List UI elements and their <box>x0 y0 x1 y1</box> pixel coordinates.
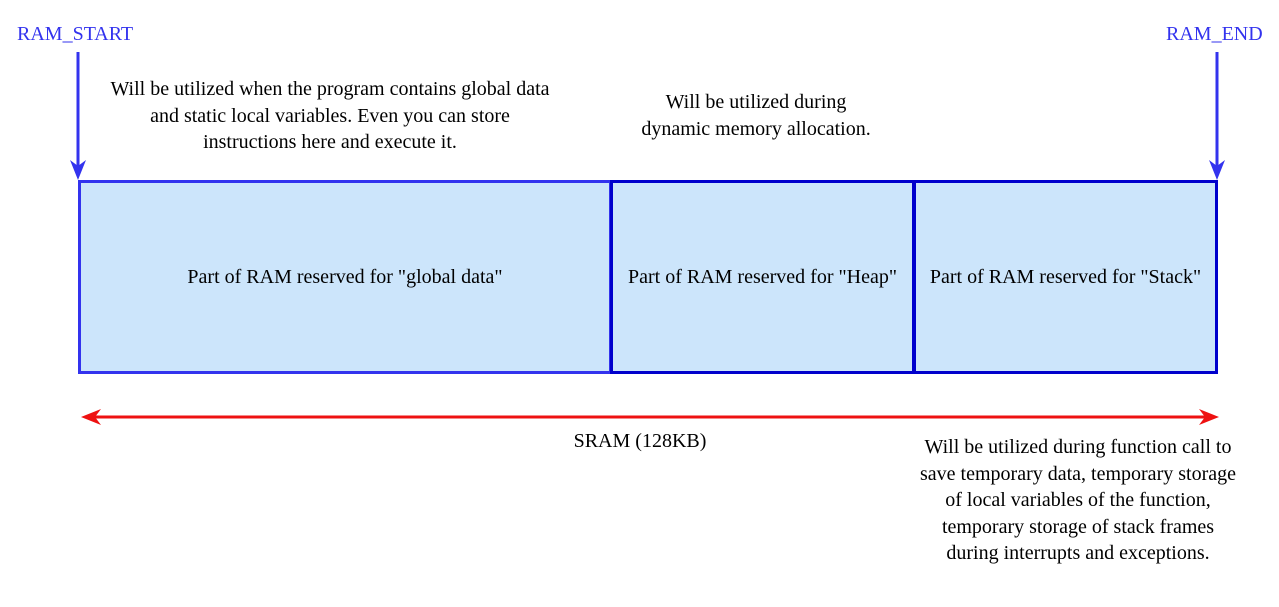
heap-note-line-2: dynamic memory allocation. <box>641 117 871 140</box>
heap-note-line-1: Will be utilized during <box>665 91 847 113</box>
heap-note: Will be utilized during dynamic memory a… <box>616 89 896 142</box>
ram-end-arrow <box>1209 52 1225 180</box>
ram-end-label: RAM_END <box>1166 23 1263 45</box>
global-data-note: Will be utilized when the program contai… <box>110 78 550 153</box>
ram-start-arrow <box>70 52 86 180</box>
heap-block-label: Part of RAM reserved for "Heap" <box>627 265 898 288</box>
sram-size-label: SRAM (128KB) <box>573 430 707 452</box>
ram-start-label: RAM_START <box>17 23 134 45</box>
stack-block-label: Part of RAM reserved for "Stack" <box>929 265 1202 288</box>
stack-block: Part of RAM reserved for "Stack" <box>913 180 1218 374</box>
global-data-block-label: Part of RAM reserved for "global data" <box>187 265 503 288</box>
global-data-block: Part of RAM reserved for "global data" <box>78 180 612 374</box>
sram-span-arrow <box>81 409 1219 425</box>
heap-block: Part of RAM reserved for "Heap" <box>610 180 915 374</box>
stack-note: Will be utilized during function call to… <box>920 436 1236 564</box>
